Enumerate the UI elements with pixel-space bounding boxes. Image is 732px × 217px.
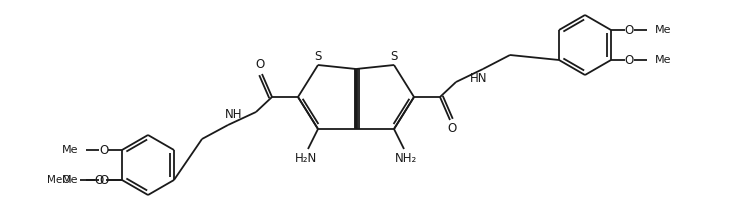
Text: O: O [100,174,108,186]
Text: Me: Me [61,175,78,185]
Text: NH₂: NH₂ [395,151,417,164]
Text: S: S [314,49,321,62]
Text: O: O [447,123,457,135]
Text: O: O [100,143,108,156]
Text: Me: Me [61,145,78,155]
Text: HN: HN [470,72,488,85]
Text: O: O [94,174,104,186]
Text: O: O [255,59,265,71]
Text: NH: NH [225,108,242,122]
Text: MeO: MeO [47,175,70,185]
Text: O: O [624,23,634,36]
Text: S: S [390,49,397,62]
Text: H₂N: H₂N [295,151,317,164]
Text: Me: Me [655,25,671,35]
Text: Me: Me [655,55,671,65]
Text: O: O [624,54,634,66]
